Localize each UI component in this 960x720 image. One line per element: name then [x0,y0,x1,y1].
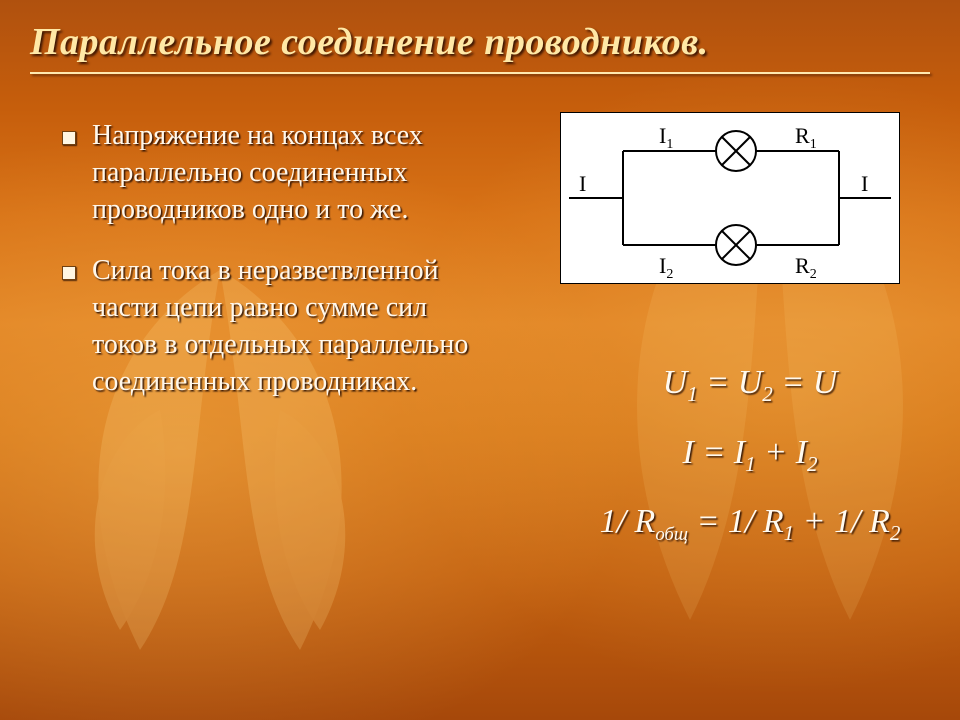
formula-block: U1 = U2 = U I = I1 + I2 1/ Rобщ = 1/ R1 … [565,348,935,557]
formula-I: I = I1 + I2 [565,418,935,488]
label-I1: I1 [659,123,673,152]
bullet-item: Сила тока в неразветвленной части цепи р… [58,253,498,401]
formula-R: 1/ Rобщ = 1/ R1 + 1/ R2 [565,487,935,557]
bullet-list: Напряжение на концах всех параллельно со… [58,118,498,425]
bullet-item: Напряжение на концах всех параллельно со… [58,118,498,229]
label-R1: R1 [795,123,817,152]
label-R2: R2 [795,253,817,282]
title-underline [30,72,930,74]
circuit-diagram: I I I1 I2 R1 R2 [560,112,900,284]
slide-title: Параллельное соединение проводников. [30,20,930,64]
slide: Параллельное соединение проводников. Нап… [0,0,960,720]
label-I-right: I [861,171,868,196]
formula-U: U1 = U2 = U [565,348,935,418]
label-I2: I2 [659,253,673,282]
label-I-left: I [579,171,586,196]
